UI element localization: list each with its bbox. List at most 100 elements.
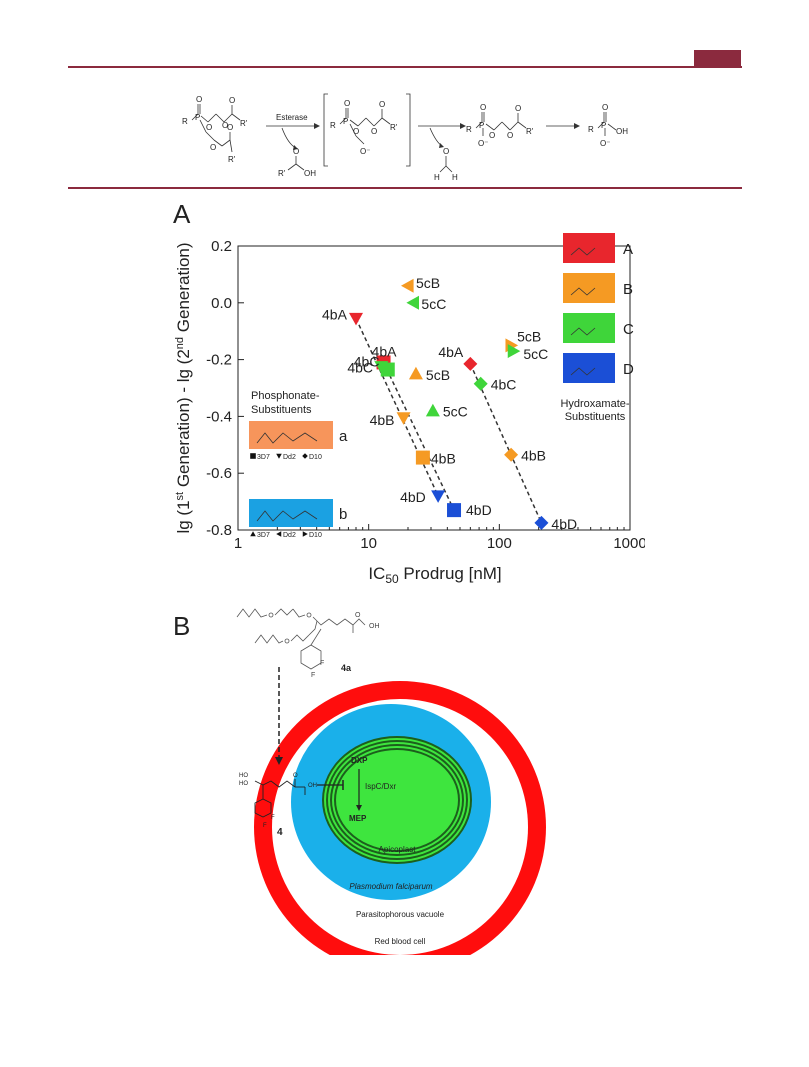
compound-4a-label: 4a	[341, 663, 352, 673]
point-label: 5cC	[443, 404, 468, 420]
prodrug-structure	[191, 104, 241, 153]
point-label: 5cC	[523, 346, 548, 362]
trend-line	[355, 318, 439, 497]
hydroxamate-legend-title-1: Hydroxamate-	[560, 398, 629, 410]
point-label: 4bD	[400, 489, 426, 505]
scheme-o-2: O	[206, 123, 212, 132]
hydroxamate-swatch	[563, 313, 615, 343]
x-tick-label: 10	[360, 535, 377, 552]
scheme-p-4: P	[601, 121, 606, 130]
scheme-r-4: R	[588, 125, 594, 134]
compound-4-ho-2: HO	[239, 781, 248, 787]
data-point	[250, 453, 256, 459]
mechanism-diagram: B O OH F F 4a H	[173, 608, 546, 955]
data-point	[276, 453, 282, 459]
scheme-p-1: P	[195, 113, 200, 122]
point-label: 4bB	[431, 451, 456, 467]
x-tick-label: 100	[487, 535, 512, 552]
data-point	[431, 490, 446, 503]
data-point	[396, 412, 411, 425]
apicoplast-label: Apicoplast	[379, 845, 417, 854]
scheme-o-3: O	[222, 121, 228, 130]
phosphonate-legend: a 3D7 Dd2 D10 b 3D7 Dd2 D10	[249, 421, 348, 539]
hydroxamate-legend-title-2: Substituents	[565, 411, 626, 423]
scheme-rprime-1: R'	[240, 119, 248, 128]
point-label: 5cB	[426, 367, 450, 383]
strain-label: 3D7	[257, 532, 270, 539]
strain-label: D10	[309, 454, 322, 461]
scheme-o-14: O	[489, 131, 495, 140]
apicoplast	[336, 750, 458, 850]
data-point	[534, 515, 549, 530]
hydroxamate-swatch	[563, 273, 615, 303]
compound-4-o: O	[293, 773, 298, 779]
header-rule	[68, 66, 742, 68]
substituent-sketch	[570, 287, 596, 296]
enzyme-label: IspC/Dxr	[365, 782, 396, 791]
data-point	[276, 531, 282, 537]
hydroxamate-oh: OH	[369, 623, 380, 630]
scheme-o-5: O	[210, 143, 216, 152]
scheme-o-12: O	[443, 147, 449, 156]
x-tick-label: 1	[234, 535, 242, 552]
point-label: 4bD	[466, 502, 492, 518]
y-axis-title: lg (1st Generation) - lg (2nd Generation…	[174, 242, 193, 533]
point-label: 4bB	[370, 412, 395, 428]
phosphonate-legend-title-2: Substituents	[251, 404, 312, 416]
substituent-sketch	[256, 432, 318, 444]
intermediate-structure	[339, 108, 391, 145]
substituent-sketch	[570, 247, 596, 256]
prodrug-4a-structure	[236, 608, 366, 670]
data-point	[408, 366, 423, 380]
scheme-o-10: O	[371, 127, 377, 136]
scheme-h-2: H	[452, 173, 458, 182]
substituent-sketch	[570, 327, 596, 336]
phosphonate-structure	[597, 112, 617, 136]
scheme-rprime-4: R'	[390, 123, 398, 132]
scheme-o-4: O	[229, 96, 235, 105]
data-point	[406, 295, 420, 310]
hydroxamate-o: O	[355, 612, 361, 619]
scheme-o-13: O	[480, 103, 486, 112]
scheme-h-1: H	[434, 173, 440, 182]
f-label-2: F	[311, 672, 315, 679]
scheme-o-1: O	[196, 95, 202, 104]
point-label: 4bC	[491, 377, 517, 393]
y-tick-label: -0.6	[206, 465, 232, 482]
y-tick-label: -0.2	[206, 352, 232, 369]
point-label: 5cC	[421, 296, 446, 312]
scheme-o-16: O	[515, 104, 521, 113]
dxp-label: DXP	[351, 756, 368, 765]
scheme-ominus-1: O⁻	[360, 147, 370, 156]
scheme-r-2: R	[330, 121, 336, 130]
substituent-sketch	[570, 367, 596, 376]
scheme-o-11: O	[379, 100, 385, 109]
header-tab	[694, 50, 741, 67]
esterase-label: Esterase	[276, 113, 308, 122]
hydroxamate-key: C	[623, 321, 634, 338]
scheme-rprime-5: R'	[526, 127, 534, 136]
point-label: 4bA	[372, 343, 398, 359]
y-tick-label: 0.0	[211, 295, 232, 312]
phosphonate-swatch	[249, 421, 333, 449]
point-label: 5cB	[517, 328, 541, 344]
strain-label: Dd2	[283, 532, 296, 539]
scheme-ominus-2: O⁻	[478, 139, 488, 148]
hydroxamate-key: A	[623, 241, 633, 258]
esterase-scheme: R P O O O O R' O O R' Esterase R' O O H R…	[182, 93, 628, 182]
data-point	[507, 344, 521, 359]
data-point	[302, 453, 308, 459]
data-point	[401, 278, 414, 293]
scheme-r-1: R	[182, 117, 188, 126]
x-tick-label: 1000	[613, 535, 645, 552]
data-point	[349, 312, 364, 326]
x-axis-title: IC50 Prodrug [nM]	[368, 564, 501, 586]
y-tick-label: -0.4	[206, 408, 232, 425]
point-label: 4bC	[347, 360, 373, 376]
panel-b-label: B	[173, 611, 190, 641]
compound-4-oh: OH	[308, 783, 317, 789]
mep-label: MEP	[349, 814, 367, 823]
data-point	[473, 376, 488, 391]
data-point	[463, 356, 478, 371]
